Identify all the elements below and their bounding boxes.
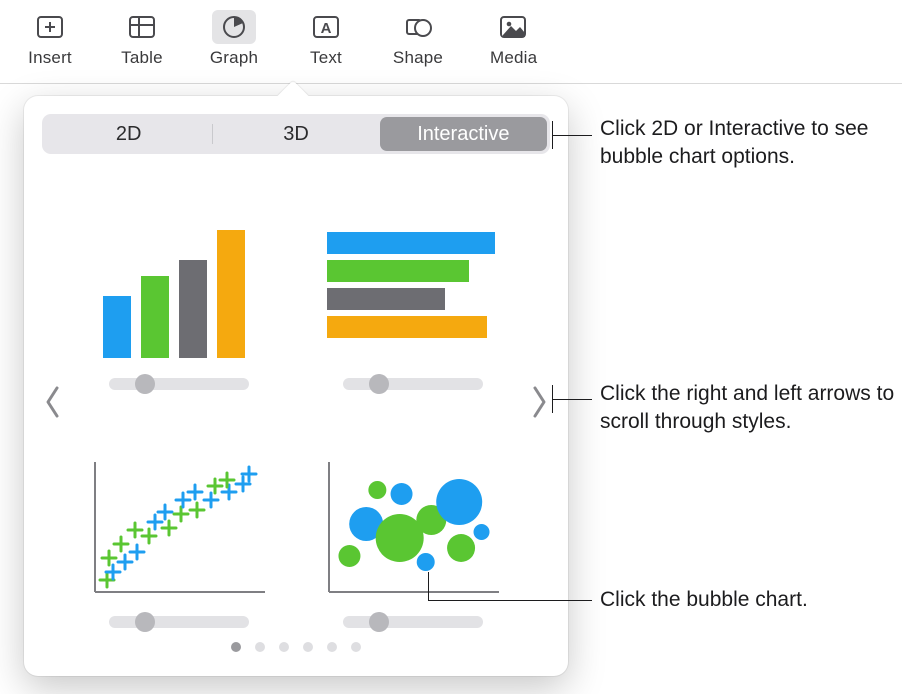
style-slider[interactable] <box>109 616 249 628</box>
toolbar-label: Table <box>121 48 163 68</box>
callout-bubble: Click the bubble chart. <box>600 586 900 614</box>
segment-3d[interactable]: 3D <box>212 117 379 151</box>
shape-icon <box>396 10 440 44</box>
chart-styles-grid <box>80 172 512 632</box>
style-slider[interactable] <box>343 616 483 628</box>
toolbar-label: Graph <box>210 48 258 68</box>
page-dot[interactable] <box>255 642 265 652</box>
callout-leader <box>552 135 592 136</box>
callout-nav: Click the right and left arrows to scrol… <box>600 380 900 437</box>
toolbar-item-table[interactable]: Table <box>96 6 188 68</box>
text-icon: A <box>304 10 348 44</box>
page-dot[interactable] <box>351 642 361 652</box>
scatter-chart-thumb <box>89 458 269 598</box>
chart-grid <box>42 172 550 632</box>
toolbar-item-insert[interactable]: Insert <box>4 6 96 68</box>
callout-leader <box>428 600 592 601</box>
graph-icon <box>212 10 256 44</box>
toolbar-item-shape[interactable]: Shape <box>372 6 464 68</box>
next-arrow[interactable] <box>522 372 556 432</box>
table-icon <box>120 10 164 44</box>
style-slider[interactable] <box>109 378 249 390</box>
chart-style-bubble[interactable] <box>318 420 508 628</box>
prev-arrow[interactable] <box>36 372 70 432</box>
toolbar-label: Media <box>480 48 540 68</box>
callout-leader <box>552 385 553 413</box>
media-icon <box>488 10 532 44</box>
segment-2d[interactable]: 2D <box>45 117 212 151</box>
bubble-chart-thumb <box>323 458 503 598</box>
style-slider[interactable] <box>343 378 483 390</box>
callout-leader <box>552 121 553 149</box>
svg-text:A: A <box>321 20 332 37</box>
callout-leader <box>552 399 592 400</box>
toolbar-item-text[interactable]: A Text <box>280 6 372 68</box>
toolbar-label: Text <box>310 48 342 68</box>
toolbar-item-media[interactable]: Media <box>464 6 556 68</box>
chart-style-hbar[interactable] <box>318 182 508 390</box>
chart-style-scatter[interactable] <box>84 420 274 628</box>
callout-leader <box>428 572 429 600</box>
page-dot[interactable] <box>327 642 337 652</box>
segment-interactive[interactable]: Interactive <box>380 117 547 151</box>
toolbar-item-graph[interactable]: Graph <box>188 6 280 68</box>
toolbar-label: Insert <box>28 48 72 68</box>
hbar-chart-thumb <box>323 220 503 360</box>
chart-style-bar[interactable] <box>84 182 274 390</box>
chart-popover: 2D 3D Interactive <box>24 96 568 676</box>
pagination-dots <box>42 642 550 652</box>
page-dot[interactable] <box>231 642 241 652</box>
segmented-control: 2D 3D Interactive <box>42 114 550 154</box>
page-dot[interactable] <box>303 642 313 652</box>
toolbar-label: Shape <box>393 48 443 68</box>
insert-icon <box>28 10 72 44</box>
page-dot[interactable] <box>279 642 289 652</box>
toolbar: Insert Table Graph A Text Shape Media <box>0 0 902 84</box>
callout-segments: Click 2D or Interactive to see bubble ch… <box>600 115 900 172</box>
bar-chart-thumb <box>89 220 269 360</box>
